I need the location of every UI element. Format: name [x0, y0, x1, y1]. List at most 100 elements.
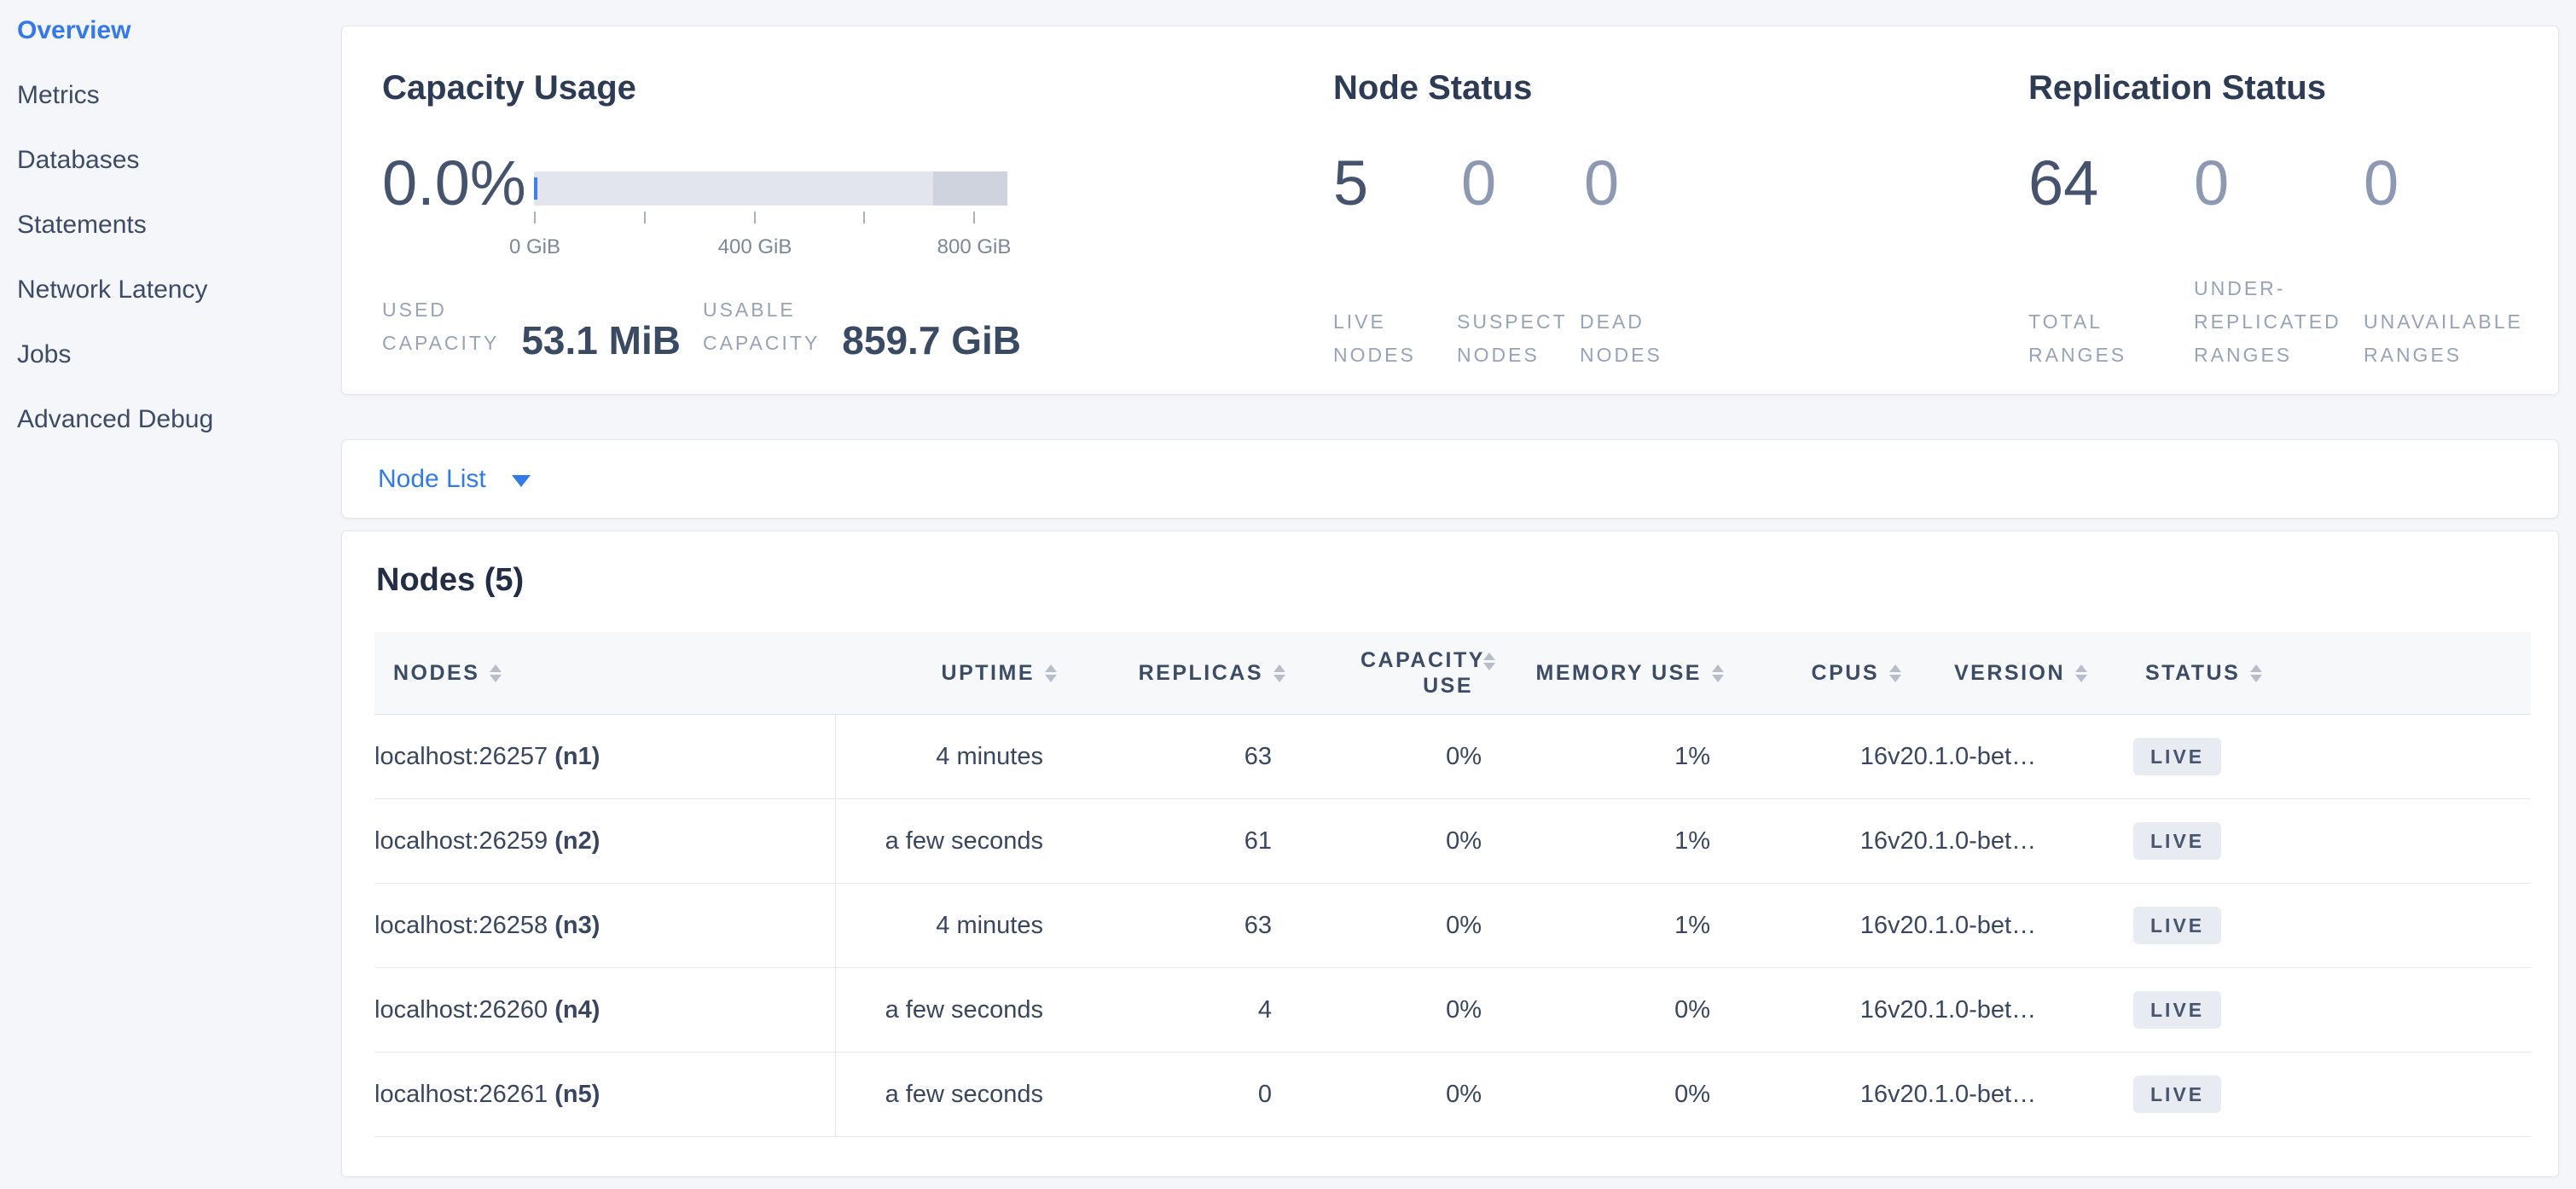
unavailable-ranges-count: 0	[2364, 148, 2399, 218]
live-nodes-label: LIVE NODES	[1333, 310, 1416, 366]
dead-nodes-label: DEAD NODES	[1580, 310, 1662, 366]
capacity-usage-bar	[534, 171, 1007, 206]
capacity-cell: 0%	[1272, 798, 1482, 884]
sidebar-item-databases[interactable]: Databases	[17, 146, 140, 174]
sort-icon	[1273, 664, 1285, 682]
suspect-nodes-count: 0	[1461, 148, 1497, 218]
column-header-status[interactable]: STATUS	[2133, 632, 2531, 715]
uptime-cell: 4 minutes	[835, 883, 1043, 968]
sort-icon	[2075, 664, 2088, 682]
table-row: localhost:26261 (n5) a few seconds 0 0% …	[374, 1052, 2531, 1137]
column-header-uptime[interactable]: UPTIME	[835, 632, 1057, 715]
status-badge: LIVE	[2133, 991, 2222, 1029]
capacity-usage-title: Capacity Usage	[382, 69, 636, 107]
memory-cell: 1%	[1482, 798, 1710, 884]
sidebar-item-statements[interactable]: Statements	[17, 211, 147, 239]
replicas-cell: 0	[1043, 1052, 1272, 1137]
status-badge: LIVE	[2133, 738, 2222, 775]
used-capacity-label: USED CAPACITY	[382, 299, 500, 354]
replicas-cell: 4	[1043, 967, 1272, 1053]
nodes-section-title: Nodes (5)	[376, 562, 525, 598]
node-list-dropdown-label: Node List	[378, 464, 486, 493]
sidebar-item-advanced-debug[interactable]: Advanced Debug	[17, 405, 214, 433]
unavailable-ranges-label: UNAVAILABLE RANGES	[2364, 310, 2523, 366]
version-cell: v20.1.0-bet…	[1888, 1052, 2133, 1137]
cpus-cell: 16	[1710, 883, 1888, 968]
memory-cell: 1%	[1482, 883, 1710, 968]
sort-icon	[490, 664, 502, 682]
nodes-card: Nodes (5) NODES UPTIME REPLICAS	[341, 531, 2559, 1177]
version-cell: v20.1.0-bet…	[1888, 798, 2133, 884]
nodes-table: NODES UPTIME REPLICAS CAPACITY USE M	[374, 632, 2531, 1137]
sidebar-item-metrics[interactable]: Metrics	[17, 81, 100, 109]
node-id: (n5)	[554, 1080, 600, 1108]
sort-icon	[2250, 664, 2263, 682]
dead-nodes-count: 0	[1584, 148, 1620, 218]
status-badge: LIVE	[2133, 907, 2222, 944]
capacity-cell: 0%	[1272, 883, 1482, 968]
cpus-cell: 16	[1710, 1052, 1888, 1137]
total-ranges-count: 64	[2028, 148, 2099, 218]
node-address[interactable]: localhost:26261	[374, 1080, 555, 1108]
version-cell: v20.1.0-bet…	[1888, 714, 2133, 799]
sidebar-item-overview[interactable]: Overview	[17, 16, 131, 44]
version-cell: v20.1.0-bet…	[1888, 883, 2133, 968]
node-id: (n1)	[554, 742, 600, 770]
capacity-cell: 0%	[1272, 967, 1482, 1053]
node-address[interactable]: localhost:26259	[374, 826, 555, 855]
status-badge: LIVE	[2133, 1076, 2222, 1113]
replication-status-title: Replication Status	[2028, 69, 2326, 107]
live-nodes-count: 5	[1333, 148, 1369, 218]
usable-capacity-value: 859.7 GiB	[842, 318, 1021, 362]
node-address[interactable]: localhost:26260	[374, 995, 555, 1024]
sidebar: Overview Metrics Databases Statements Ne…	[0, 0, 341, 1189]
node-address[interactable]: localhost:26258	[374, 911, 555, 939]
memory-cell: 0%	[1482, 1052, 1710, 1137]
view-selector-card: Node List	[341, 439, 2559, 519]
memory-cell: 0%	[1482, 967, 1710, 1053]
under-replicated-ranges-count: 0	[2194, 148, 2230, 218]
sort-icon	[1483, 652, 1495, 670]
capacity-axis: 0 GiB 400 GiB 800 GiB	[509, 212, 1011, 280]
column-header-replicas[interactable]: REPLICAS	[1043, 632, 1285, 715]
version-cell: v20.1.0-bet…	[1888, 967, 2133, 1053]
column-header-nodes[interactable]: NODES	[374, 632, 835, 715]
node-id: (n4)	[554, 995, 600, 1024]
caret-down-icon	[511, 474, 531, 487]
sort-icon	[1045, 664, 1057, 682]
replicas-cell: 63	[1043, 883, 1272, 968]
node-id: (n2)	[554, 826, 600, 855]
sidebar-item-network-latency[interactable]: Network Latency	[17, 276, 208, 304]
axis-label-400gib: 400 GiB	[717, 235, 792, 258]
memory-cell: 1%	[1482, 714, 1710, 799]
replicas-cell: 63	[1043, 714, 1272, 799]
cluster-summary-card: Capacity Usage 0.0% 0 GiB 400 GiB 800 Gi…	[341, 26, 2559, 395]
cpus-cell: 16	[1710, 798, 1888, 884]
sidebar-item-jobs[interactable]: Jobs	[17, 340, 72, 368]
column-header-cpus[interactable]: CPUS	[1710, 632, 1901, 715]
table-row: localhost:26260 (n4) a few seconds 4 0% …	[374, 967, 2531, 1053]
suspect-nodes-label: SUSPECT NODES	[1457, 310, 1568, 366]
uptime-cell: a few seconds	[835, 967, 1043, 1053]
capacity-bar-other-segment	[933, 171, 1007, 206]
column-header-capacity-use[interactable]: CAPACITY USE	[1272, 632, 1495, 715]
replicas-cell: 61	[1043, 798, 1272, 884]
uptime-cell: 4 minutes	[835, 714, 1043, 799]
node-id: (n3)	[554, 911, 600, 939]
capacity-bar-used-marker	[534, 177, 537, 200]
node-address[interactable]: localhost:26257	[374, 742, 555, 770]
uptime-cell: a few seconds	[835, 798, 1043, 884]
under-replicated-ranges-label: UNDER- REPLICATED RANGES	[2194, 277, 2341, 366]
usable-capacity-label: USABLE CAPACITY	[702, 299, 821, 354]
column-header-memory-use[interactable]: MEMORY USE	[1482, 632, 1724, 715]
node-status-title: Node Status	[1333, 69, 1533, 107]
node-list-dropdown[interactable]: Node List	[378, 465, 531, 494]
sort-icon	[1712, 664, 1724, 682]
capacity-cell: 0%	[1272, 714, 1482, 799]
uptime-cell: a few seconds	[835, 1052, 1043, 1137]
capacity-stats: USED CAPACITY 53.1 MiB USABLE CAPACITY 8…	[382, 293, 1043, 365]
table-header-row: NODES UPTIME REPLICAS CAPACITY USE M	[374, 632, 2531, 715]
cpus-cell: 16	[1710, 714, 1888, 799]
table-row: localhost:26257 (n1) 4 minutes 63 0% 1% …	[374, 714, 2531, 799]
column-header-version[interactable]: VERSION	[1888, 632, 2133, 715]
